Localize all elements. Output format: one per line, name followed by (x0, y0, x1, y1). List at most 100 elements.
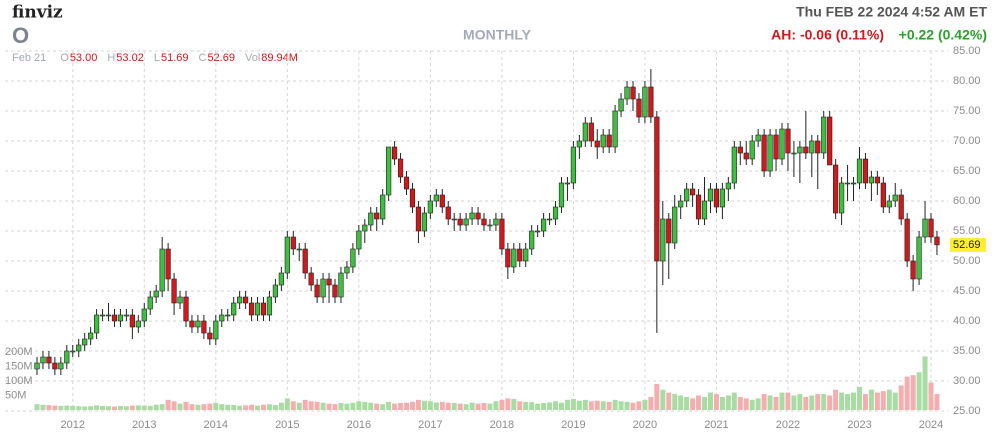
volume-bar (427, 401, 433, 410)
candle-body (290, 236, 296, 250)
candle-body (272, 284, 279, 298)
candle-body (463, 218, 469, 226)
candle-body (117, 314, 124, 322)
candle-body (755, 134, 761, 142)
y-tick-label: 30.00 (953, 375, 981, 387)
candle-body (648, 86, 654, 118)
candle-body (850, 182, 857, 185)
candle-body (564, 182, 571, 185)
candle-body (487, 224, 493, 227)
volume-bar (398, 403, 404, 410)
volume-bar (654, 383, 660, 410)
volume-bar (874, 392, 880, 410)
candle-body (320, 278, 326, 298)
candle-body (928, 218, 934, 238)
volume-bar (934, 394, 940, 410)
candle-body (409, 188, 416, 208)
y-tick-label: 85.00 (953, 45, 981, 57)
volume-bar (463, 404, 469, 410)
candle-body (88, 332, 94, 340)
candle-body (165, 248, 171, 280)
candle-body (284, 236, 290, 274)
candle-body (481, 218, 487, 226)
volume-bar (415, 399, 421, 410)
candle-body (642, 86, 648, 118)
candle-body (469, 212, 475, 220)
candle-body (570, 146, 576, 184)
candle-body (844, 182, 851, 185)
volume-bar (570, 398, 576, 410)
info-high: 53.02 (116, 52, 144, 64)
volume-bar (487, 403, 493, 410)
candle-body (70, 350, 76, 353)
candle-body (582, 122, 588, 142)
volume-bar (106, 406, 112, 410)
candle-body (749, 140, 755, 160)
candle-body (94, 314, 100, 334)
candle-body (773, 134, 779, 160)
volume-bar (195, 404, 201, 410)
volume-bar (409, 401, 415, 410)
candle-body (904, 218, 910, 262)
volume-bar (374, 403, 380, 410)
volume-bar (737, 396, 743, 410)
volume-bar (64, 405, 70, 410)
volume-bar (392, 403, 398, 410)
candle-body (594, 140, 600, 148)
candle-body (576, 140, 582, 148)
volume-bar (702, 396, 708, 410)
y-tick-label: 75.00 (953, 105, 981, 117)
candle-body (838, 182, 845, 214)
volume-bar (833, 389, 839, 410)
info-low: 51.69 (161, 52, 189, 64)
volume-bar (904, 376, 910, 410)
candle-body (827, 116, 833, 166)
volume-tick-label: 50M (5, 389, 26, 401)
candle-body (177, 296, 183, 304)
volume-bar (439, 401, 445, 410)
candle-body (99, 314, 106, 317)
volume-bar (356, 401, 362, 410)
candle-body (862, 158, 869, 184)
volume-bar (117, 405, 123, 410)
info-volume: 89.94M (261, 52, 298, 64)
volume-bar (183, 401, 189, 410)
volume-bar (308, 401, 314, 410)
y-tick-label: 70.00 (953, 135, 981, 147)
volume-bar (755, 398, 761, 410)
candle-body (910, 260, 916, 280)
volume-bar (886, 389, 892, 410)
volume-bar (672, 394, 678, 410)
candle-body (588, 122, 594, 142)
volume-bar (547, 402, 553, 410)
candle-body (803, 146, 809, 154)
volume-bar (749, 399, 755, 410)
candle-body (356, 230, 362, 250)
candle-body (135, 320, 141, 328)
y-tick-label: 50.00 (953, 255, 981, 267)
candle-body (374, 212, 380, 220)
candle-body (368, 212, 374, 226)
candle-body (719, 188, 725, 208)
x-tick-label: 2016 (347, 419, 371, 431)
volume-bar (153, 404, 159, 410)
y-tick-label: 25.00 (953, 405, 981, 417)
candle-body (415, 206, 422, 232)
candle-body (922, 218, 928, 238)
volume-bar (851, 392, 857, 410)
volume-bar (868, 389, 874, 410)
candle-body (618, 98, 624, 112)
candle-body (183, 296, 189, 322)
y-tick-label: 80.00 (953, 75, 981, 87)
info-open-label: O (60, 52, 69, 64)
candle-body (874, 176, 880, 184)
candle-body (791, 152, 797, 155)
candle-body (326, 278, 332, 286)
volume-bar (678, 395, 684, 410)
volume-bar (785, 392, 791, 410)
candle-body (517, 248, 523, 262)
volume-bar (630, 402, 636, 410)
info-high-label: H (107, 52, 115, 64)
volume-bar (523, 401, 529, 410)
candle-body (523, 248, 529, 262)
